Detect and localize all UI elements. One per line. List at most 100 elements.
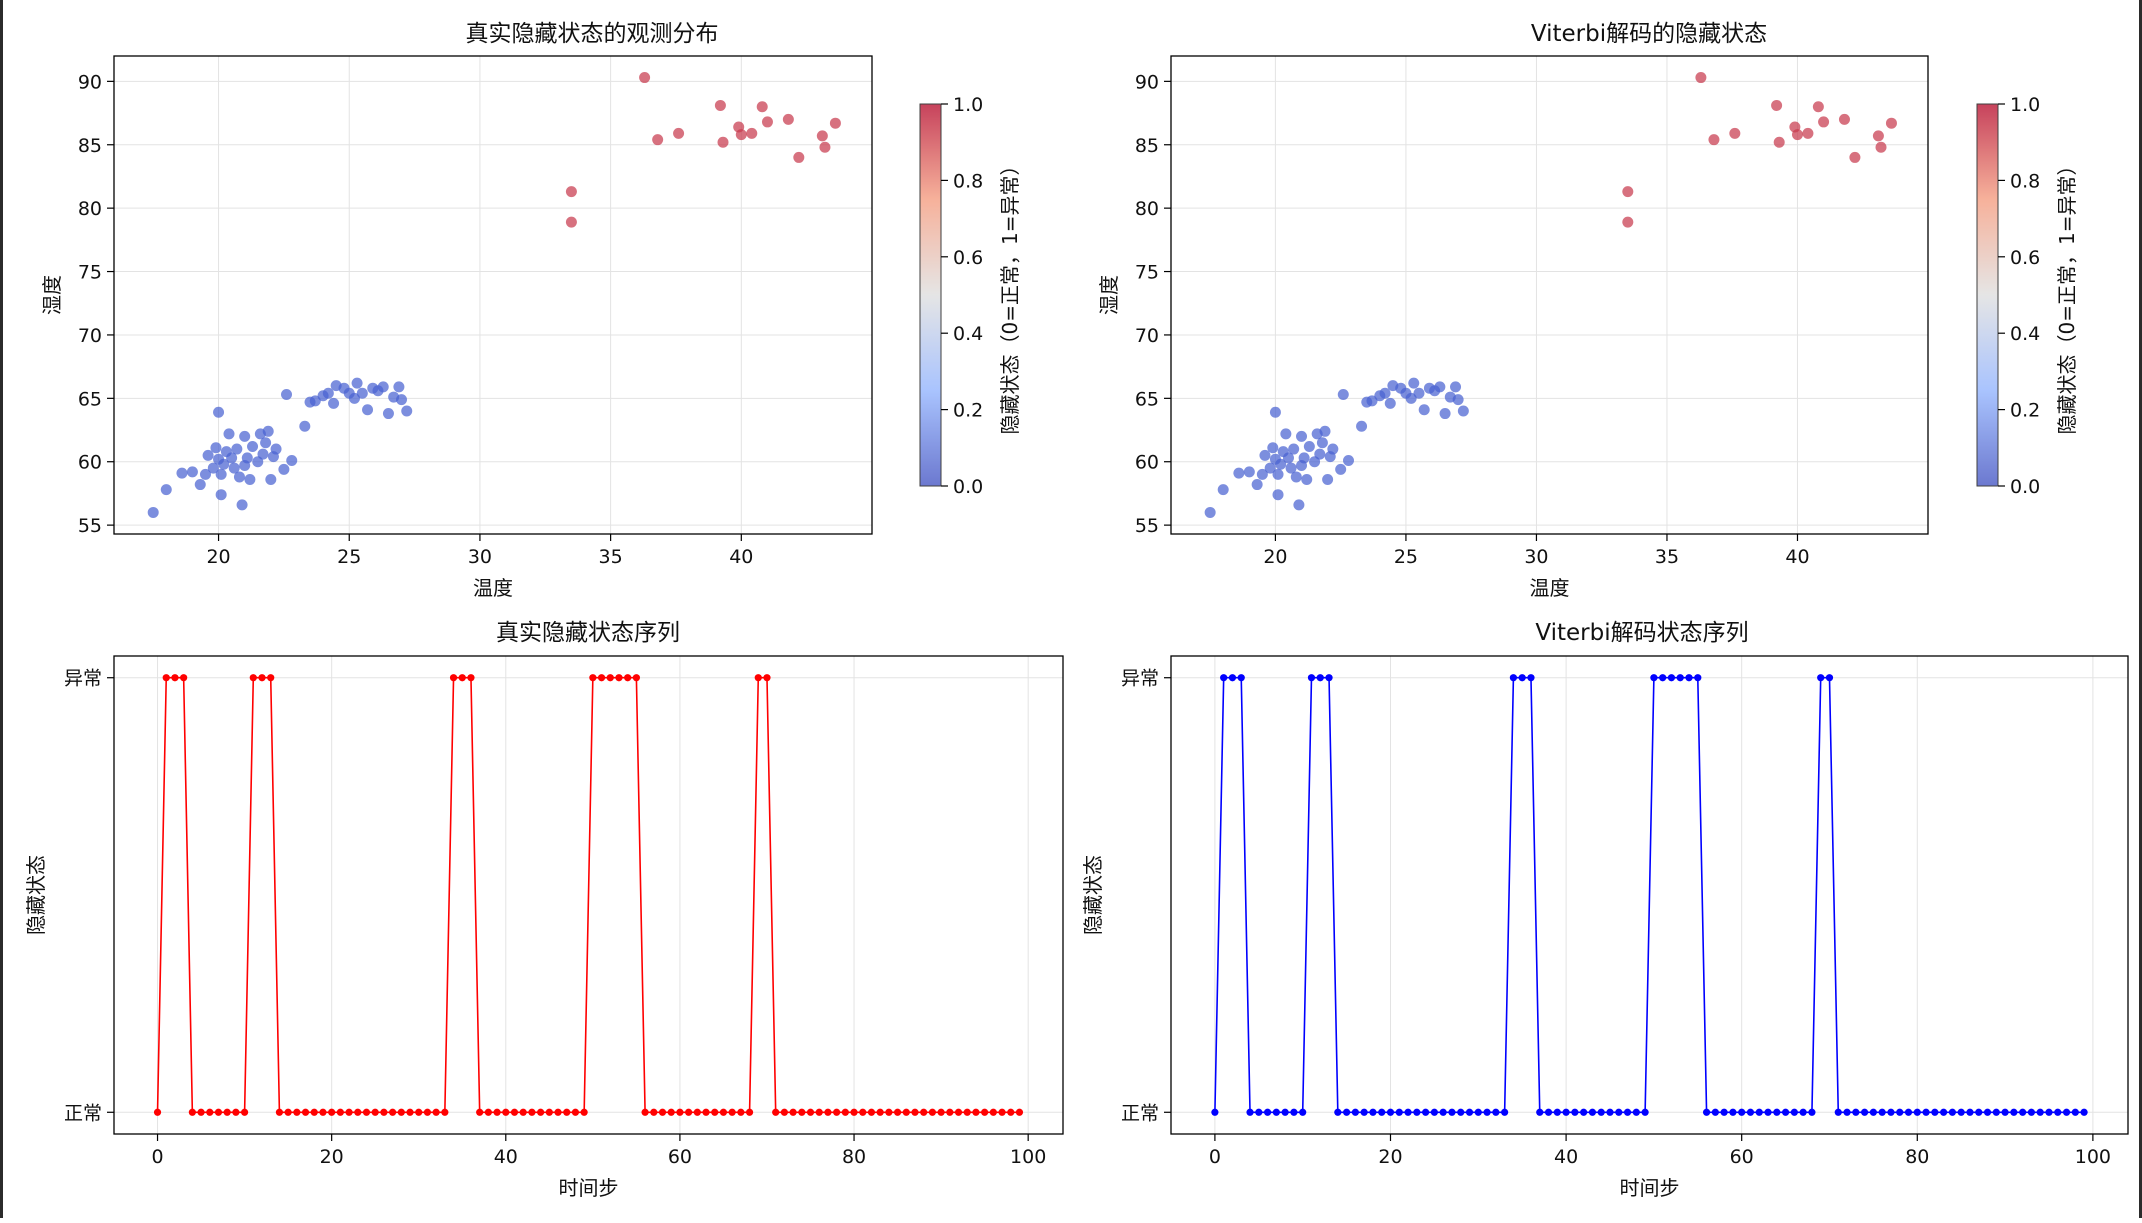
data-point xyxy=(1641,1108,1649,1116)
x-tick-label: 40 xyxy=(1554,1146,1578,1168)
data-point xyxy=(493,1108,501,1116)
data-point xyxy=(1597,1108,1605,1116)
data-point xyxy=(1878,1108,1886,1116)
abnormal-point xyxy=(1773,136,1785,148)
normal-point xyxy=(241,452,253,464)
data-point xyxy=(563,1108,571,1116)
data-point xyxy=(893,1108,902,1116)
colorbar-gradient xyxy=(919,103,942,487)
colorbar-tick-label: 0.8 xyxy=(953,170,983,192)
normal-point xyxy=(1418,404,1430,416)
abnormal-point xyxy=(1838,113,1850,125)
abnormal-point xyxy=(793,151,805,163)
normal-point xyxy=(1452,394,1464,406)
y-tick-label: 75 xyxy=(78,262,102,284)
x-tick-label: 20 xyxy=(206,546,230,568)
data-point xyxy=(1007,1108,1015,1116)
data-point xyxy=(467,674,475,682)
data-point xyxy=(1228,674,1237,682)
data-point xyxy=(2036,1108,2044,1116)
x-tick-label: 40 xyxy=(729,546,753,568)
data-point xyxy=(597,674,606,682)
data-point xyxy=(214,1108,223,1116)
normal-point xyxy=(194,479,206,491)
normal-point xyxy=(396,394,408,406)
data-point xyxy=(1307,674,1316,682)
normal-point xyxy=(1384,397,1396,409)
normal-point xyxy=(286,454,298,466)
data-point xyxy=(1764,1108,1772,1116)
data-point xyxy=(162,674,170,682)
data-point xyxy=(249,674,257,682)
x-tick-label: 80 xyxy=(842,1146,866,1168)
data-point xyxy=(1825,674,1834,682)
x-tick-label: 20 xyxy=(1263,546,1287,568)
data-point xyxy=(1334,1108,1342,1116)
colorbar-tick-label: 1.0 xyxy=(2010,94,2040,116)
data-point xyxy=(1904,1108,1913,1116)
data-point xyxy=(528,1108,536,1116)
data-point xyxy=(1571,1108,1579,1116)
abnormal-point xyxy=(761,116,773,128)
normal-point xyxy=(1233,467,1245,479)
data-point xyxy=(345,1108,353,1116)
data-point xyxy=(2010,1108,2018,1116)
data-point xyxy=(240,1108,249,1116)
colorbar-tick-label: 0.4 xyxy=(953,323,983,345)
data-point xyxy=(1808,1108,1816,1116)
data-point xyxy=(354,1108,362,1116)
data-point xyxy=(571,1108,580,1116)
normal-point xyxy=(270,443,282,455)
x-axis-label: 温度 xyxy=(473,576,513,600)
data-point xyxy=(1887,1108,1895,1116)
data-point xyxy=(1817,674,1825,682)
normal-point xyxy=(1408,377,1420,389)
data-point xyxy=(380,1108,388,1116)
normal-point xyxy=(257,448,269,460)
plot-frame xyxy=(113,55,873,535)
data-point xyxy=(362,1108,371,1116)
data-point xyxy=(745,1108,754,1116)
normal-point xyxy=(1322,473,1334,485)
normal-point xyxy=(1275,458,1287,470)
normal-point xyxy=(160,484,172,496)
normal-point xyxy=(186,466,198,478)
data-point xyxy=(998,1108,1006,1116)
data-point xyxy=(1834,1108,1842,1116)
colorbar-tick-label: 0.0 xyxy=(953,476,983,498)
normal-point xyxy=(1204,506,1216,518)
data-point xyxy=(954,1108,963,1116)
data-point xyxy=(423,1108,432,1116)
normal-point xyxy=(309,395,321,407)
colorbar-tick-label: 0.6 xyxy=(2010,247,2040,269)
data-point xyxy=(667,1108,675,1116)
data-point xyxy=(798,1108,806,1116)
abnormal-point xyxy=(1885,117,1897,129)
normal-point xyxy=(281,389,293,401)
x-tick-label: 25 xyxy=(1394,546,1418,568)
chart-title: 真实隐藏状态序列 xyxy=(496,620,680,646)
normal-point xyxy=(1251,479,1263,491)
normal-point xyxy=(1269,406,1281,418)
data-point xyxy=(432,1108,440,1116)
abnormal-point xyxy=(756,101,768,113)
data-point xyxy=(1940,1108,1948,1116)
data-point xyxy=(554,1108,562,1116)
plot-frame xyxy=(113,655,1064,1135)
y-tick-label: 90 xyxy=(1135,71,1159,93)
normal-point xyxy=(228,462,240,474)
data-point xyxy=(589,674,597,682)
data-point xyxy=(580,1108,588,1116)
data-point xyxy=(972,1108,980,1116)
colorbar-tick-label: 0.6 xyxy=(953,247,983,269)
data-point xyxy=(1983,1108,1992,1116)
data-point xyxy=(1650,674,1658,682)
data-point xyxy=(1544,1108,1553,1116)
data-point xyxy=(1702,1108,1711,1116)
data-point xyxy=(1448,1108,1456,1116)
colorbar-tick-label: 0.4 xyxy=(2010,323,2040,345)
data-point xyxy=(1457,1108,1465,1116)
data-point xyxy=(1922,1108,1930,1116)
data-point xyxy=(510,1108,519,1116)
viterbi-sequence-panel: Viterbi解码状态序列 0 20 40 60 80 100 正常 异常 时间步 隐藏状态 xyxy=(1081,620,2129,1200)
